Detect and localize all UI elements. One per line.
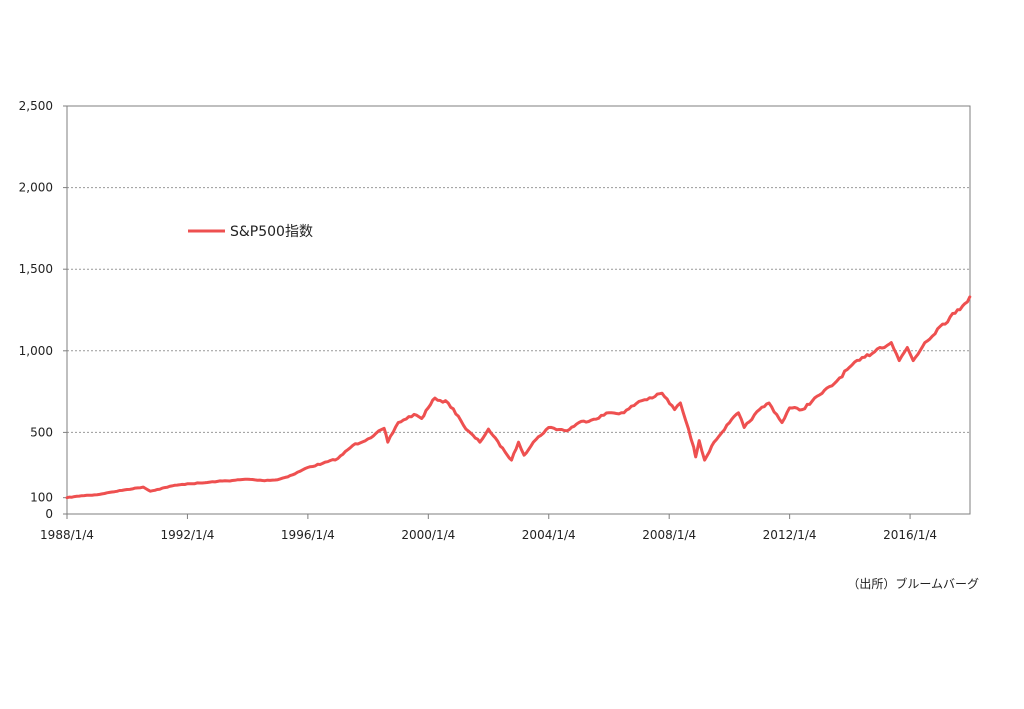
y-tick-label: 500 — [30, 425, 53, 439]
plot-area-frame — [66, 105, 971, 515]
legend-label: S&P500指数 — [230, 224, 313, 240]
x-tick-label: 2008/1/4 — [642, 528, 696, 542]
x-tick-label: 1996/1/4 — [281, 528, 335, 542]
x-axis: 1988/1/4 1992/1/4 1996/1/4 2000/1/4 2004/1/4… — [40, 514, 937, 542]
y-tick-label: 2,000 — [19, 181, 53, 195]
legend: S&P500指数 — [188, 224, 313, 240]
x-tick-label: 2000/1/4 — [401, 528, 455, 542]
y-tick-label: 0 — [45, 507, 53, 521]
y-tick-label: 1,500 — [19, 262, 53, 276]
x-tick-label: 2016/1/4 — [883, 528, 937, 542]
x-tick-label: 2012/1/4 — [763, 528, 817, 542]
grid-lines — [67, 187, 970, 433]
sp500-series-line — [65, 295, 972, 500]
y-tick-label: 100 — [30, 491, 53, 505]
y-tick-label: 2,500 — [19, 99, 53, 113]
x-tick-label: 2004/1/4 — [522, 528, 576, 542]
y-axis: 0 100 500 1,000 1,500 2,000 2,500 — [19, 99, 67, 521]
x-tick-label: 1988/1/4 — [40, 528, 94, 542]
x-tick-label: 1992/1/4 — [160, 528, 214, 542]
y-tick-label: 1,000 — [19, 344, 53, 358]
source-note: （出所）ブルームバーグ — [847, 577, 979, 591]
